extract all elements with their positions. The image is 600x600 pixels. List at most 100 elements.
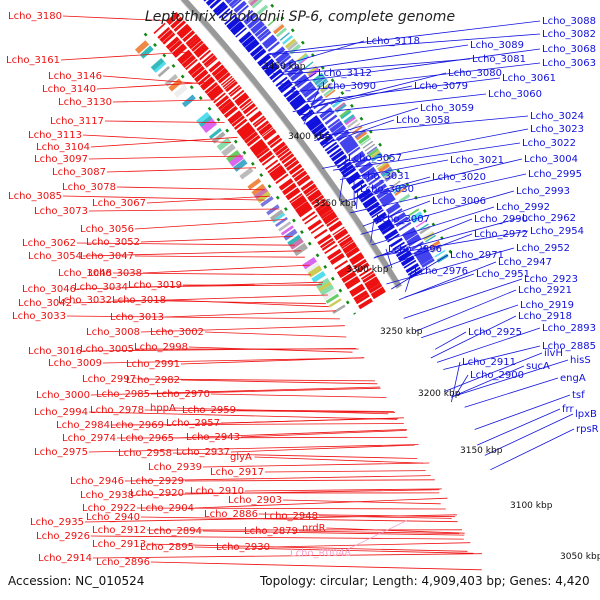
- gene-arrow: [217, 98, 232, 111]
- connector-line-right: [371, 206, 495, 246]
- gene-arrow: [297, 176, 311, 187]
- connector-line-right: [303, 85, 321, 125]
- gene-arrow: [264, 37, 278, 49]
- gene-arrow: [279, 150, 293, 162]
- gene-arrow: [320, 209, 334, 220]
- locus-label-left: Lcho_3078: [62, 182, 116, 193]
- gene-arrow: [302, 85, 317, 98]
- gene-arrow: [291, 167, 305, 178]
- connector-line-left: [184, 479, 435, 482]
- locus-label-left: Lcho_3067: [92, 198, 146, 209]
- gene-arrow: [343, 243, 358, 255]
- cog-segment: [347, 119, 358, 128]
- kbp-scale-label: 3400 kbp: [288, 132, 331, 142]
- connector-line-left: [76, 281, 324, 290]
- cog-segment: [275, 216, 288, 227]
- locus-label-right: Lcho_3021: [450, 155, 504, 166]
- locus-label-left: Lcho_2935: [30, 517, 84, 528]
- cog-segment: [355, 131, 368, 141]
- connector-line-left: [188, 346, 353, 353]
- locus-label-left: Lcho_3013: [110, 312, 164, 323]
- locus-label-left: Lcho_3054: [28, 251, 82, 262]
- gene-arrow: [370, 286, 385, 297]
- locus-label-left: Lcho_3038: [88, 268, 142, 279]
- cog-segment: [249, 0, 259, 7]
- gene-arrow: [306, 117, 321, 130]
- locus-label-right: Lcho_2918: [518, 311, 572, 322]
- gene-arrow: [181, 54, 196, 69]
- connector-line-left: [92, 553, 483, 559]
- locus-label-right: Lcho_3080: [448, 68, 502, 79]
- gene-arrow: [224, 14, 236, 25]
- locus-label-right: Lcho_2962: [522, 213, 576, 224]
- connector-line-left: [172, 452, 418, 459]
- cog-segment: [322, 288, 338, 301]
- gene-arrow: [293, 170, 308, 182]
- locus-label-left: Lcho_2929: [130, 476, 184, 487]
- gene-arrow: [193, 69, 209, 83]
- gene-arrow: [267, 134, 281, 146]
- gene-arrow: [252, 48, 267, 61]
- cog-segment: [307, 265, 323, 278]
- gene-arrow: [278, 55, 292, 66]
- locus-label-left: Lcho_3052: [86, 237, 140, 248]
- locus-label-right: Lcho_2923: [524, 274, 578, 285]
- gene-arrow: [351, 179, 365, 191]
- locus-label-left: Lcho_3056: [80, 224, 134, 235]
- gene-arrow: [342, 167, 357, 178]
- gene-arrow: [193, 43, 207, 55]
- locus-label-left: Lcho_3161: [6, 55, 60, 66]
- connector-line-left: [140, 325, 345, 333]
- gene-arrow: [301, 211, 316, 222]
- gene-arrow: [349, 252, 363, 263]
- connector-line-right: [340, 158, 523, 203]
- gene-arrow: [296, 174, 310, 185]
- cog-segment: [289, 237, 304, 250]
- gene-arrow: [337, 234, 351, 244]
- locus-label-left: Lcho_2912: [92, 525, 146, 536]
- connector-line-left: [136, 378, 376, 382]
- cog-segment: [271, 22, 283, 32]
- gene-arrow: [247, 41, 260, 53]
- kbp-scale-label: 3200 kbp: [418, 389, 461, 399]
- gene-arrow: [344, 141, 358, 153]
- accession-text: Accession: NC_010524: [8, 574, 145, 588]
- connector-line-left: [210, 393, 387, 398]
- connector-line-left: [180, 379, 378, 385]
- cog-segment: [317, 281, 333, 294]
- cog-segment: [296, 52, 308, 62]
- gene-arrow: [300, 109, 314, 120]
- locus-label-left: Lcho_3113: [28, 130, 82, 141]
- cog-segment: [284, 38, 297, 49]
- locus-label-right: Lcho_2921: [518, 285, 572, 296]
- cog-segment: [287, 41, 299, 51]
- gene-arrow: [218, 8, 231, 19]
- locus-label-right: Lcho_3068: [542, 44, 596, 55]
- gene-arrow: [249, 138, 265, 152]
- gene-arrow: [176, 23, 190, 36]
- gene-arrow: [241, 127, 256, 141]
- gene-arrow: [322, 211, 336, 222]
- cog-segment: [383, 170, 395, 180]
- gene-arrow: [319, 134, 333, 146]
- locus-label-left: Lcho_2895: [140, 542, 194, 553]
- connector-line-left: [264, 470, 426, 473]
- connector-line-left: [88, 155, 244, 160]
- gene-arrow: [305, 187, 319, 197]
- gene-arrow: [329, 222, 343, 233]
- connector-line-right: [277, 48, 541, 85]
- cog-segment: [247, 178, 262, 190]
- gene-arrow: [358, 298, 373, 310]
- gene-arrow: [202, 79, 216, 91]
- connector-line-left: [150, 387, 381, 395]
- gene-arrow: [318, 206, 333, 217]
- gene-arrow: [179, 27, 193, 39]
- gene-arrow: [333, 228, 347, 239]
- gene-arrow: [346, 144, 359, 154]
- gene-arrow: [269, 68, 283, 81]
- connector-line-left: [104, 120, 225, 123]
- gene-arrow: [341, 138, 357, 151]
- gene-arrow: [250, 112, 263, 123]
- cog-segment: [334, 102, 346, 112]
- connector-line-left: [88, 411, 398, 420]
